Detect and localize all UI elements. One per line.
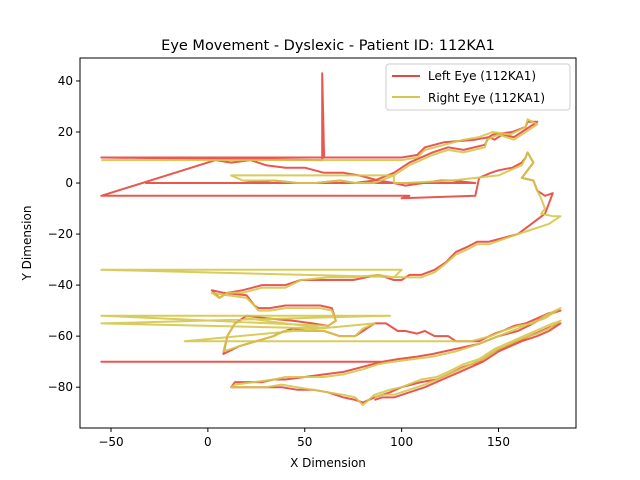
legend-box (385, 63, 571, 111)
x-tick-label: 50 (297, 435, 312, 449)
y-tick-label: 0 (65, 176, 73, 190)
series-group (100, 72, 562, 406)
y-tick-label: −40 (48, 278, 73, 292)
x-tick-label: 100 (390, 435, 413, 449)
x-tick-label: 0 (204, 435, 212, 449)
legend: Left Eye (112KA1) Right Eye (112KA1) (385, 63, 571, 111)
legend-label-right-eye: Right Eye (112KA1) (428, 91, 545, 105)
y-ticks: 40 20 0 −20 −40 −60 −80 (48, 74, 80, 394)
y-tick-label: −80 (48, 380, 73, 394)
x-axis-label: X Dimension (290, 456, 366, 470)
y-tick-label: 40 (58, 74, 73, 88)
series-line-right-eye (100, 118, 562, 406)
axes-frame (79, 57, 577, 429)
y-axis-label: Y Dimension (20, 206, 34, 282)
legend-label-left-eye: Left Eye (112KA1) (428, 69, 536, 83)
y-tick-label: −20 (48, 227, 73, 241)
x-ticks: −50 0 50 100 150 (98, 428, 510, 449)
y-tick-label: 20 (58, 125, 73, 139)
plot-area (80, 58, 576, 428)
y-tick-label: −60 (48, 329, 73, 343)
x-tick-label: −50 (98, 435, 123, 449)
chart-title: Eye Movement - Dyslexic - Patient ID: 11… (161, 38, 495, 54)
x-tick-label: 150 (487, 435, 510, 449)
